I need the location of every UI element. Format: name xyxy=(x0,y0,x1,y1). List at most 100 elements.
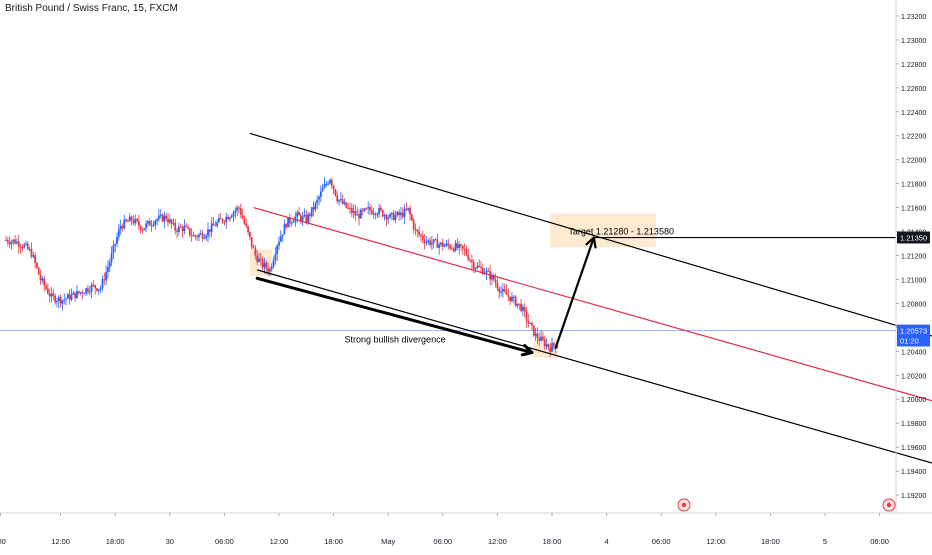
price-tick-label: 1.21200 xyxy=(901,254,926,261)
price-tick-label: 1.20200 xyxy=(901,373,926,380)
candle-body xyxy=(430,242,433,245)
candle-body xyxy=(520,303,522,311)
price-label-bg xyxy=(897,231,930,244)
candle-body xyxy=(345,202,348,208)
candle-body xyxy=(449,245,451,249)
candle-body xyxy=(54,295,57,303)
price-tick-label: 1.20400 xyxy=(901,349,926,356)
candle-body xyxy=(523,306,526,312)
candle-body xyxy=(234,210,237,213)
candle-body xyxy=(96,288,98,291)
candle-body xyxy=(279,236,282,242)
candle-body xyxy=(172,222,175,224)
candle-body xyxy=(471,260,473,263)
candle-body xyxy=(278,241,280,246)
candle-body xyxy=(525,311,528,321)
candle-body xyxy=(21,247,24,249)
divergence-label[interactable]: Strong bullish divergence xyxy=(345,334,446,344)
candle-body xyxy=(350,207,353,214)
candle-body xyxy=(303,214,306,216)
candle-body xyxy=(518,303,521,305)
candle-body xyxy=(92,284,95,286)
candle-body xyxy=(407,207,410,210)
candle-body xyxy=(154,220,157,225)
candle-body xyxy=(256,255,259,262)
candle-body xyxy=(381,209,384,217)
candle-body xyxy=(289,217,291,224)
candle-body xyxy=(76,291,78,299)
candle-body xyxy=(496,283,499,289)
candle-body xyxy=(145,223,148,229)
target-arrow[interactable] xyxy=(554,236,595,349)
highlight-box[interactable] xyxy=(550,213,656,248)
candle-body xyxy=(369,207,371,211)
target-label[interactable]: Target 1.21280 - 1.213580 xyxy=(568,227,674,237)
candle-body xyxy=(117,229,120,238)
candle-body xyxy=(14,239,16,244)
price-label-bg xyxy=(897,334,930,347)
candle-body xyxy=(152,224,155,226)
candle-body xyxy=(147,221,149,224)
time-tick-label: 06:00 xyxy=(433,537,452,546)
candle-body xyxy=(252,246,255,249)
candle-body xyxy=(150,225,153,227)
candle-body xyxy=(478,265,481,267)
candle-body xyxy=(157,215,160,220)
current-price-label[interactable]: 1.20573 xyxy=(900,327,927,336)
candle-body xyxy=(90,284,93,292)
candle-body xyxy=(36,262,38,268)
candle-body xyxy=(218,218,220,223)
candle-body xyxy=(10,241,13,245)
target-price-label[interactable]: 1.21350 xyxy=(900,234,927,243)
candle-body xyxy=(281,234,284,237)
candle-body xyxy=(310,207,313,216)
candle-body xyxy=(259,258,262,260)
candle-body xyxy=(110,253,113,263)
candle-body xyxy=(367,207,370,209)
channel-line-mid[interactable] xyxy=(253,207,932,404)
candle-body xyxy=(83,293,86,295)
candle-body xyxy=(536,333,539,339)
candle-body xyxy=(285,224,288,228)
candle-body xyxy=(238,207,240,209)
candle-body xyxy=(228,217,231,220)
candle-body xyxy=(34,255,37,263)
channel-line-lower[interactable] xyxy=(256,269,932,466)
time-tick-label: 12:00 xyxy=(706,537,725,546)
candle-body xyxy=(125,219,128,222)
candle-body xyxy=(516,303,519,306)
candle-body xyxy=(52,293,55,296)
candle-body xyxy=(30,249,33,257)
candle-body xyxy=(167,219,169,223)
channel-line-upper[interactable] xyxy=(249,132,932,339)
candle-body xyxy=(527,320,530,324)
price-tick-label: 1.19200 xyxy=(901,493,926,500)
candle-body xyxy=(61,300,64,304)
price-label-bg xyxy=(897,324,930,337)
candle-body xyxy=(343,202,346,204)
candle-body xyxy=(542,336,544,340)
time-tick-label: 18:00 xyxy=(543,537,562,546)
candle-body xyxy=(309,214,311,216)
candle-body xyxy=(485,270,488,274)
candle-body xyxy=(552,343,555,346)
candle-body xyxy=(529,322,532,324)
candle-body xyxy=(232,212,235,217)
countdown-label[interactable]: 01:20 xyxy=(900,337,919,346)
candle-body xyxy=(283,224,286,235)
time-tick-label: 06:00 xyxy=(870,537,889,546)
candle-body xyxy=(347,207,350,209)
candle-body xyxy=(112,245,115,254)
candle-body xyxy=(254,248,257,256)
divergence-arrow[interactable] xyxy=(255,276,534,355)
candle-body xyxy=(128,216,131,222)
candle-body xyxy=(547,344,550,348)
time-tick-label: 5 xyxy=(823,537,827,546)
candle-body xyxy=(394,215,397,220)
symbol-title[interactable]: British Pound / Swiss Franc, 15, FXCM xyxy=(5,3,178,14)
candle-body xyxy=(270,266,273,270)
candle-body xyxy=(265,262,268,269)
candle-body xyxy=(307,214,310,223)
